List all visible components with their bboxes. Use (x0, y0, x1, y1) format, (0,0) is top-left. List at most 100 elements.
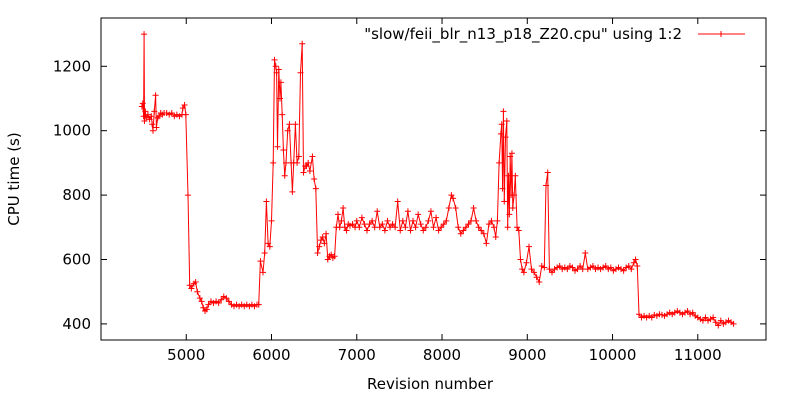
data-point (144, 111, 151, 118)
data-point (430, 224, 437, 231)
legend: "slow/feii_blr_n13_p18_Z20.cpu" using 1:… (364, 25, 745, 44)
data-point (569, 264, 576, 271)
data-point (280, 147, 287, 154)
data-point (381, 227, 388, 234)
y-tick-label: 1200 (53, 57, 91, 75)
data-point (168, 109, 175, 116)
data-point (543, 182, 550, 189)
data-point (255, 301, 262, 308)
data-point (491, 224, 498, 231)
data-point (277, 79, 284, 86)
data-point (198, 298, 205, 305)
data-point (265, 240, 272, 247)
data-point (281, 172, 288, 179)
data-point (531, 269, 538, 276)
data-point (196, 295, 203, 302)
data-point (505, 172, 512, 179)
legend-label: "slow/feii_blr_n13_p18_Z20.cpu" using 1:… (364, 25, 682, 44)
axis-tick-labels: 5000 6000 7000 8000 9000 10000 11000 400 600 800 1… (53, 57, 722, 364)
data-point (574, 266, 581, 273)
data-point (448, 192, 455, 199)
data-point (371, 224, 378, 231)
data-point (184, 192, 191, 199)
data-point (266, 243, 273, 250)
data-point (366, 221, 373, 228)
data-point (384, 217, 391, 224)
series-points (138, 31, 737, 329)
data-point (509, 204, 516, 211)
data-point (533, 274, 540, 281)
data-point (182, 111, 189, 118)
x-tick-label: 9000 (508, 346, 546, 364)
data-point (501, 198, 508, 205)
data-point (497, 130, 504, 137)
data-point (392, 224, 399, 231)
data-point (272, 63, 279, 70)
data-point (192, 279, 199, 286)
data-point (394, 198, 401, 205)
data-point (699, 317, 706, 324)
data-point (270, 159, 277, 166)
data-point (317, 237, 324, 244)
data-point (349, 221, 356, 228)
data-point (268, 217, 275, 224)
data-point (257, 258, 264, 265)
data-point (286, 121, 293, 128)
data-point (445, 204, 452, 211)
data-point (273, 69, 280, 76)
data-point (225, 298, 232, 305)
data-point (186, 282, 193, 289)
data-point (203, 306, 210, 313)
data-point (462, 224, 469, 231)
data-point (511, 192, 518, 199)
data-point (536, 279, 543, 286)
data-point (343, 227, 350, 234)
data-point (549, 269, 556, 276)
data-point (480, 230, 487, 237)
data-point (387, 224, 394, 231)
data-point (475, 224, 482, 231)
data-point (319, 233, 326, 240)
data-point (417, 221, 424, 228)
data-point (277, 95, 284, 102)
y-tick-label: 1000 (53, 122, 91, 140)
data-point (335, 211, 342, 218)
data-point (259, 269, 266, 276)
data-point (356, 224, 363, 231)
data-point (483, 240, 490, 247)
data-point (305, 159, 312, 166)
data-point (443, 217, 450, 224)
x-tick-label: 6000 (252, 346, 290, 364)
data-point (364, 227, 370, 234)
data-point (194, 288, 201, 295)
y-axis-label: CPU time (s) (5, 132, 23, 225)
data-point (689, 309, 696, 316)
y-tick-label: 400 (62, 315, 91, 333)
axis-ticks (101, 18, 766, 340)
data-point (399, 217, 406, 224)
data-point (519, 266, 526, 273)
data-point (457, 230, 464, 237)
data-point (312, 185, 319, 192)
legend-marker (718, 31, 724, 37)
data-point (341, 224, 348, 231)
data-point (218, 296, 225, 303)
data-point (141, 118, 148, 125)
data-point (389, 221, 396, 228)
data-point (323, 230, 330, 237)
data-point (684, 308, 691, 315)
data-point (473, 217, 480, 224)
data-point (634, 262, 641, 269)
data-point (438, 224, 445, 231)
data-point (412, 224, 419, 231)
data-point (402, 224, 409, 231)
data-point (506, 211, 513, 218)
data-point (181, 101, 188, 108)
data-point (602, 262, 609, 269)
data-point (630, 259, 637, 266)
data-point (450, 195, 457, 202)
data-point (306, 167, 313, 174)
data-point (299, 40, 306, 47)
data-point (146, 116, 153, 123)
data-point (440, 221, 447, 228)
